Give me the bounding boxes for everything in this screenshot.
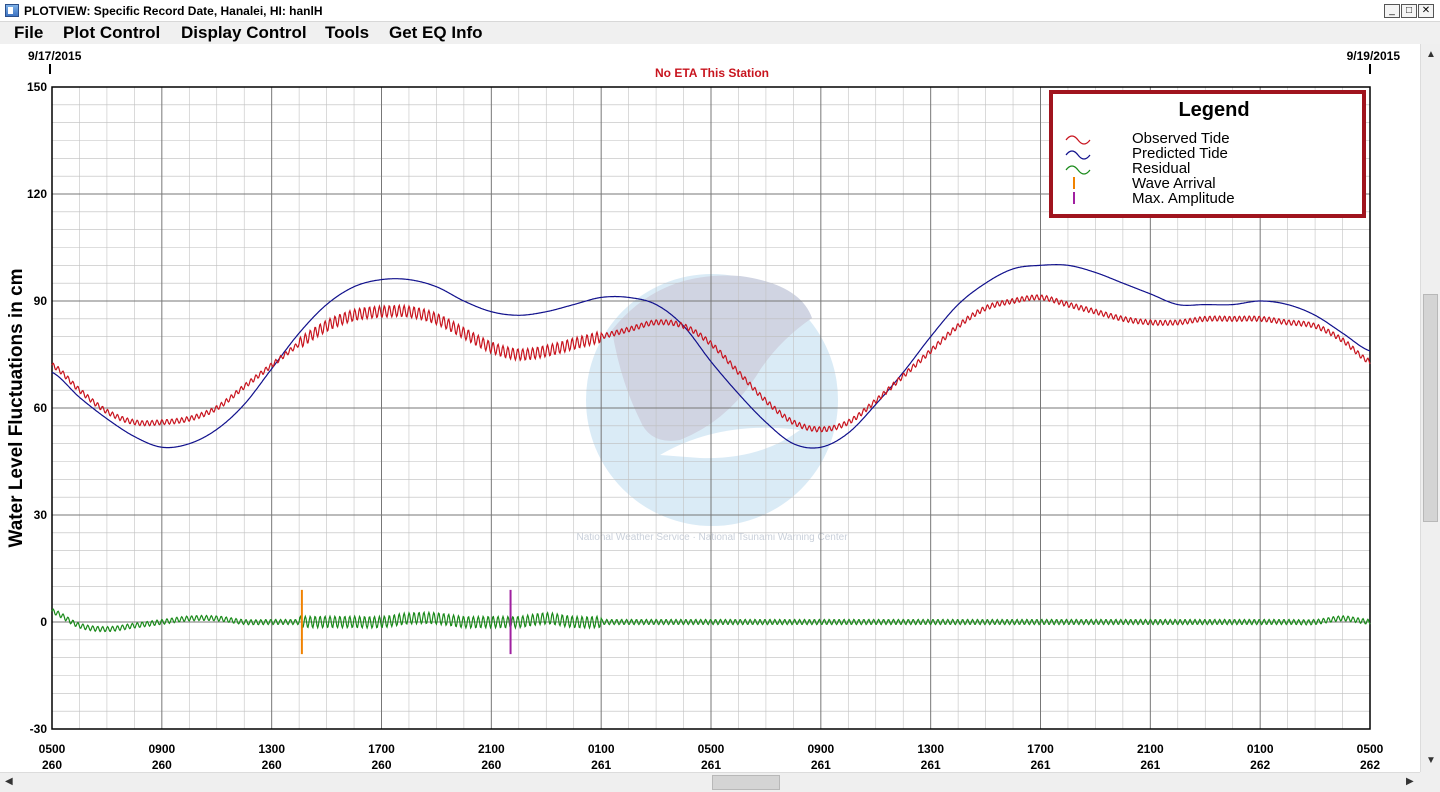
scroll-down-arrow[interactable]: ▼ <box>1426 755 1436 766</box>
x-tick-day-label: 260 <box>152 758 172 772</box>
x-tick-day-label: 260 <box>481 758 501 772</box>
y-tick-label: -30 <box>30 722 48 736</box>
x-tick-hour-label: 2100 <box>478 742 505 756</box>
x-tick-day-label: 261 <box>1030 758 1050 772</box>
x-tick-hour-label: 1300 <box>258 742 285 756</box>
x-tick-hour-label: 2100 <box>1137 742 1164 756</box>
x-tick-day-label: 260 <box>371 758 391 772</box>
x-tick-day-label: 261 <box>811 758 831 772</box>
tide-chart: National Weather Service · National Tsun… <box>6 49 1401 772</box>
y-tick-label: 90 <box>34 294 48 308</box>
date-end-label: 9/19/2015 <box>1347 49 1401 63</box>
x-tick-hour-label: 1700 <box>1027 742 1054 756</box>
menu-display-control[interactable]: Display Control <box>181 23 307 42</box>
maximize-button[interactable]: □ <box>1401 4 1417 18</box>
predicted-series-line <box>51 264 1371 449</box>
scroll-right-arrow[interactable]: ▶ <box>1406 776 1414 787</box>
plot-frame <box>51 86 1371 730</box>
y-axis: -30 0 30 60 90 120 150 <box>27 80 47 736</box>
legend-box <box>1049 90 1366 218</box>
date-start-label: 9/17/2015 <box>28 49 82 63</box>
x-tick-hour-label: 0500 <box>698 742 725 756</box>
x-tick-day-label: 261 <box>921 758 941 772</box>
x-tick-hour-label: 0900 <box>807 742 834 756</box>
x-tick-hour-label: 1300 <box>917 742 944 756</box>
menu-file[interactable]: File <box>14 23 44 42</box>
legend-label-residual: Residual <box>1132 160 1190 177</box>
menu-tools[interactable]: Tools <box>325 23 370 42</box>
legend-label-observed: Observed Tide <box>1132 130 1230 147</box>
legend-title: Legend <box>1178 99 1249 121</box>
x-tick-hour-label: 0500 <box>1357 742 1384 756</box>
x-tick-hour-label: 1700 <box>368 742 395 756</box>
menu-plot-control[interactable]: Plot Control <box>63 23 161 42</box>
scroll-up-arrow[interactable]: ▲ <box>1426 49 1436 60</box>
watermark-logo: National Weather Service · National Tsun… <box>576 274 848 543</box>
legend-label-predicted: Predicted Tide <box>1132 145 1228 162</box>
series-layer <box>51 264 1371 633</box>
vertical-scroll-thumb[interactable] <box>1423 294 1438 522</box>
minimize-button[interactable]: _ <box>1384 4 1400 18</box>
x-tick-day-label: 262 <box>1360 758 1380 772</box>
x-tick-hour-label: 0900 <box>148 742 175 756</box>
vertical-scrollbar[interactable]: ▲ ▼ <box>1420 44 1440 772</box>
y-tick-label: 150 <box>27 80 47 94</box>
menu-get-eq-info[interactable]: Get EQ Info <box>389 23 483 42</box>
eta-label: No ETA This Station <box>655 66 769 80</box>
scroll-left-arrow[interactable]: ◀ <box>5 776 13 787</box>
x-axis: 0500 260 0900 260 1300 260 1700 260 2100 260 0100 2… <box>39 742 1384 772</box>
legend-symbol-predicted <box>1065 150 1091 160</box>
y-tick-label: 0 <box>40 615 47 629</box>
y-axis-label: Water Level Fluctuations in cm <box>6 268 27 547</box>
horizontal-scroll-thumb[interactable] <box>712 775 780 790</box>
menu-bar: File Plot Control Display Control Tools … <box>0 22 1440 44</box>
legend-label-max_amplitude: Max. Amplitude <box>1132 190 1235 207</box>
close-button[interactable]: ✕ <box>1418 4 1434 18</box>
legend-symbol-residual <box>1065 165 1091 175</box>
legend-symbol-observed <box>1065 135 1091 145</box>
watermark-text: National Weather Service · National Tsun… <box>576 532 848 543</box>
residual-series-line <box>51 608 1371 633</box>
x-tick-day-label: 260 <box>42 758 62 772</box>
markers-layer <box>300 589 512 655</box>
title-bar: PLOTVIEW: Specific Record Date, Hanalei,… <box>0 0 1440 22</box>
y-tick-label: 120 <box>27 187 47 201</box>
x-tick-day-label: 261 <box>701 758 721 772</box>
x-tick-day-label: 261 <box>591 758 611 772</box>
x-tick-hour-label: 0100 <box>588 742 615 756</box>
x-tick-day-label: 262 <box>1250 758 1270 772</box>
plot-area: National Weather Service · National Tsun… <box>0 44 1420 772</box>
observed-series-line <box>51 294 1371 433</box>
x-tick-hour-label: 0500 <box>39 742 66 756</box>
window-title: PLOTVIEW: Specific Record Date, Hanalei,… <box>24 4 323 18</box>
legend-label-wave_arrival: Wave Arrival <box>1132 175 1216 192</box>
scrollbar-corner <box>1420 772 1440 792</box>
y-tick-label: 60 <box>34 401 48 415</box>
x-tick-hour-label: 0100 <box>1247 742 1274 756</box>
x-tick-day-label: 261 <box>1140 758 1160 772</box>
app-icon[interactable] <box>5 4 19 17</box>
y-tick-label: 30 <box>34 508 48 522</box>
horizontal-scrollbar[interactable]: ◀ ▶ <box>0 772 1420 792</box>
x-tick-day-label: 260 <box>262 758 282 772</box>
